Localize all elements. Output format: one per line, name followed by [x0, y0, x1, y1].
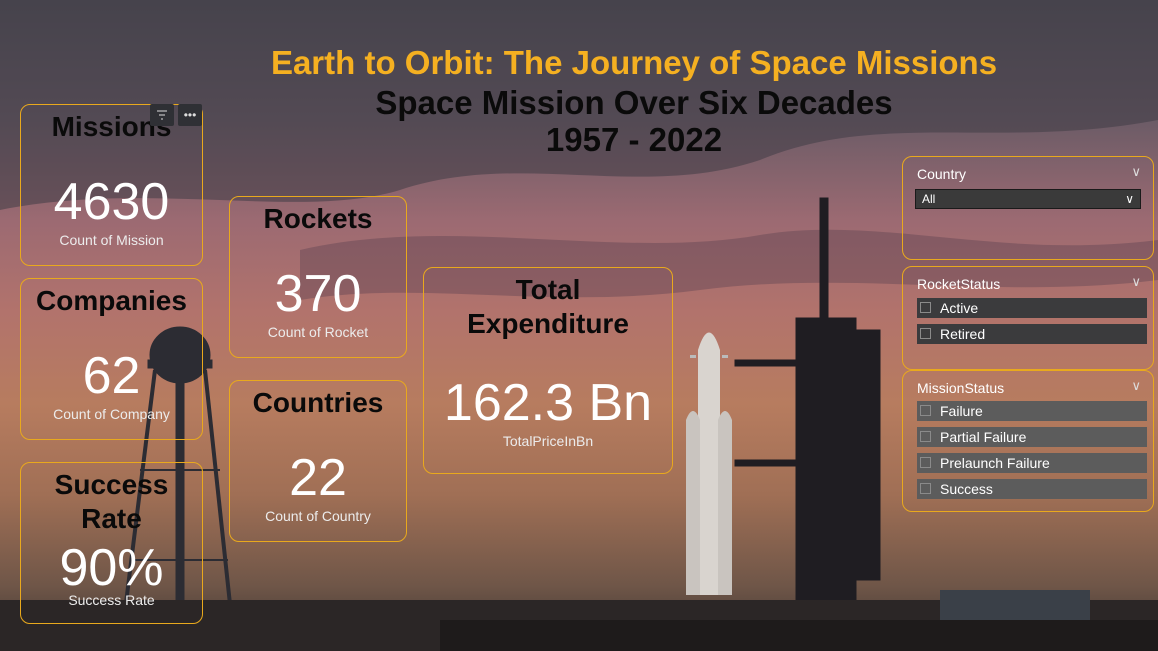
companies-value: 62 [82, 347, 141, 405]
country-dropdown-value: All [922, 192, 936, 206]
dropdown-chevron-icon: ∨ [1125, 192, 1134, 206]
mission-status-option-failure[interactable]: Failure [917, 401, 1147, 421]
rocket [686, 332, 732, 595]
chevron-down-icon[interactable]: ∨ [1131, 378, 1141, 393]
chevron-down-icon[interactable]: ∨ [1131, 164, 1141, 179]
missions-card[interactable]: Missions 4630 Count of Mission [20, 104, 203, 266]
success-rate-card[interactable]: Success Rate 90% Success Rate [20, 462, 203, 624]
countries-card[interactable]: Countries 22 Count of Country [229, 380, 407, 542]
rocket-status-slicer-title: RocketStatus [917, 276, 1001, 292]
mission-status-option-prelaunch-failure[interactable]: Prelaunch Failure [917, 453, 1147, 473]
filter-icon[interactable] [150, 104, 174, 126]
chevron-down-icon[interactable]: ∨ [1131, 274, 1141, 289]
checkbox[interactable] [920, 328, 931, 339]
checkbox[interactable] [920, 302, 931, 313]
year-range: 1957 - 2022 [545, 121, 723, 158]
option-label: Success [940, 481, 993, 497]
rockets-caption: Count of Rocket [267, 324, 369, 340]
more-options-icon[interactable]: ••• [178, 104, 202, 126]
expenditure-card[interactable]: Total Expenditure 162.3 Bn TotalPriceInB… [423, 267, 673, 474]
countries-heading: Countries [252, 387, 384, 418]
checkbox[interactable] [920, 405, 931, 416]
companies-heading: Companies [36, 285, 187, 316]
option-label: Failure [940, 403, 983, 419]
option-label: Active [940, 300, 979, 316]
option-label: Retired [940, 326, 986, 342]
checkbox[interactable] [920, 457, 931, 468]
expenditure-value: 162.3 Bn [443, 374, 653, 432]
rocket-status-slicer: RocketStatus ∨ Active Retired [902, 266, 1154, 370]
mission-status-option-success[interactable]: Success [917, 479, 1147, 499]
rocket-status-option-retired[interactable]: Retired [917, 324, 1147, 344]
dashboard-title: Earth to Orbit: The Journey of Space Mis… [270, 44, 998, 81]
countries-caption: Count of Country [265, 508, 371, 524]
mission-status-slicer: MissionStatus ∨ Failure Partial Failure … [902, 370, 1154, 512]
missions-caption: Count of Mission [59, 232, 164, 248]
companies-card[interactable]: Companies 62 Count of Company [20, 278, 203, 440]
companies-caption: Count of Company [53, 406, 170, 422]
launch-tower [734, 197, 881, 619]
missions-value: 4630 [53, 173, 170, 231]
mission-status-option-partial-failure[interactable]: Partial Failure [917, 427, 1147, 447]
countries-value: 22 [289, 449, 347, 507]
dashboard-subtitle: Space Mission Over Six Decades [375, 84, 893, 121]
option-label: Prelaunch Failure [940, 455, 1050, 471]
country-slicer: Country ∨ All ∨ [902, 156, 1154, 260]
option-label: Partial Failure [940, 429, 1027, 445]
success-rate-caption: Success Rate [68, 592, 155, 608]
success-rate-value: 90% [59, 539, 164, 597]
country-dropdown[interactable]: All ∨ [915, 189, 1141, 209]
country-slicer-title: Country [917, 166, 967, 182]
expenditure-heading-line1: Total [515, 274, 581, 305]
expenditure-caption: TotalPriceInBn [502, 433, 594, 449]
expenditure-heading-line2: Expenditure [467, 308, 629, 339]
rocket-status-option-active[interactable]: Active [917, 298, 1147, 318]
rockets-card[interactable]: Rockets 370 Count of Rocket [229, 196, 407, 358]
mission-status-slicer-title: MissionStatus [917, 380, 1005, 396]
rockets-heading: Rockets [263, 203, 373, 234]
rockets-value: 370 [274, 265, 362, 323]
checkbox[interactable] [920, 431, 931, 442]
success-rate-heading-line1: Success [54, 469, 169, 500]
checkbox[interactable] [920, 483, 931, 494]
missions-heading: Missions [51, 111, 172, 142]
success-rate-heading-line2: Rate [81, 503, 142, 534]
